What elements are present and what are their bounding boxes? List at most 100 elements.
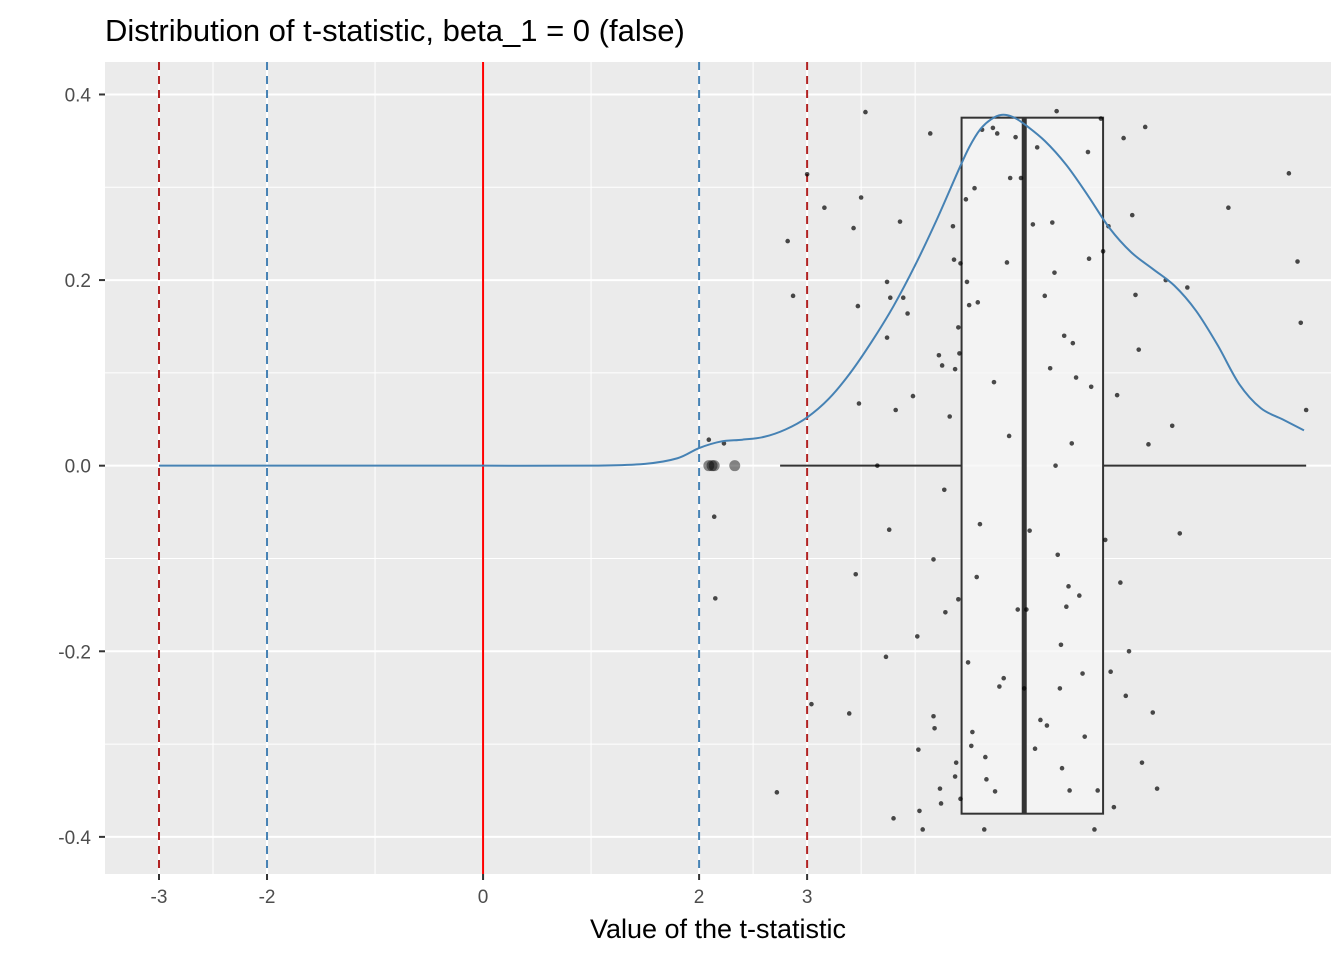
data-point [883, 654, 889, 660]
data-point [958, 261, 963, 266]
data-point [1095, 788, 1100, 793]
data-point [1018, 175, 1024, 181]
data-point [1038, 717, 1043, 723]
data-point [1058, 642, 1064, 648]
data-point [1085, 149, 1091, 155]
data-point [1042, 293, 1048, 299]
data-point [1055, 552, 1061, 558]
data-point [966, 302, 972, 308]
data-point [950, 223, 956, 229]
data-point [938, 801, 944, 806]
data-point [1295, 259, 1300, 264]
data-point [1027, 528, 1032, 533]
y-tick-label: 0.2 [65, 271, 91, 292]
x-tick-label: -2 [259, 887, 276, 908]
data-point [891, 816, 896, 821]
data-point [1007, 175, 1013, 181]
data-point [992, 789, 998, 794]
data-point [1098, 116, 1104, 121]
boxplot-outlier [706, 460, 718, 472]
data-point [951, 257, 957, 262]
data-point [1047, 365, 1053, 371]
data-point [858, 195, 864, 200]
data-point [863, 109, 868, 115]
data-point [931, 557, 936, 562]
data-point [1139, 760, 1145, 765]
data-point [1303, 407, 1309, 413]
data-point [1226, 205, 1231, 210]
x-tick-label: 0 [478, 887, 489, 908]
data-point [936, 352, 942, 358]
data-point [1044, 723, 1050, 728]
data-point [920, 827, 925, 832]
data-point [1050, 220, 1055, 225]
x-tick-label: 3 [802, 887, 813, 908]
data-point [990, 125, 996, 131]
scatter-points [706, 108, 1309, 832]
data-point [887, 295, 893, 301]
data-point [941, 487, 947, 493]
data-point [1082, 734, 1088, 739]
data-point [984, 777, 989, 782]
y-tick-label: -0.2 [58, 642, 91, 663]
data-point [1052, 270, 1057, 275]
reference-lines [158, 62, 809, 874]
data-point [974, 574, 980, 580]
data-point [910, 393, 916, 399]
data-point [822, 205, 827, 210]
data-point [1069, 441, 1075, 446]
data-point [1053, 463, 1058, 468]
data-point [1015, 607, 1021, 612]
data-point [905, 311, 910, 316]
data-point [804, 171, 810, 177]
data-point [1136, 347, 1142, 352]
data-point [706, 437, 712, 442]
data-point [970, 729, 975, 735]
data-point [893, 407, 898, 413]
density-line [159, 113, 1305, 467]
data-point [969, 743, 974, 749]
data-point [972, 185, 977, 191]
y-tick-label: 0.4 [65, 85, 92, 106]
data-point [1286, 171, 1292, 176]
data-point [947, 414, 952, 419]
data-point [1006, 433, 1012, 439]
data-point [994, 131, 1000, 136]
data-point [1066, 584, 1071, 589]
data-point [853, 571, 859, 577]
data-point [1034, 145, 1040, 150]
data-point [1013, 134, 1018, 140]
data-point [1129, 212, 1135, 218]
boxplot-outlier [729, 460, 741, 472]
data-point [1070, 340, 1076, 346]
data-point [875, 463, 880, 468]
data-point [965, 660, 971, 665]
data-point [956, 325, 961, 330]
data-point [931, 713, 936, 719]
data-point [983, 754, 988, 760]
data-point [977, 521, 983, 527]
data-point [1032, 746, 1038, 752]
data-point [975, 300, 981, 305]
data-point [1177, 531, 1183, 536]
data-point [981, 827, 987, 832]
data-point [711, 514, 717, 520]
data-point [1185, 285, 1190, 290]
data-point [1080, 671, 1085, 676]
data-point [927, 131, 933, 136]
plot-panel [105, 62, 1331, 874]
data-point [1298, 320, 1304, 326]
density-curve [159, 113, 1305, 467]
data-point [855, 303, 861, 309]
data-point [1108, 669, 1113, 674]
data-point [1086, 256, 1092, 262]
data-point [884, 335, 890, 340]
data-point [1001, 675, 1007, 681]
data-point [1150, 710, 1156, 715]
data-point [1121, 135, 1126, 141]
data-point [846, 711, 852, 716]
data-point [1064, 604, 1069, 610]
data-point [1021, 686, 1027, 691]
data-point [917, 808, 922, 814]
data-point [886, 527, 892, 533]
